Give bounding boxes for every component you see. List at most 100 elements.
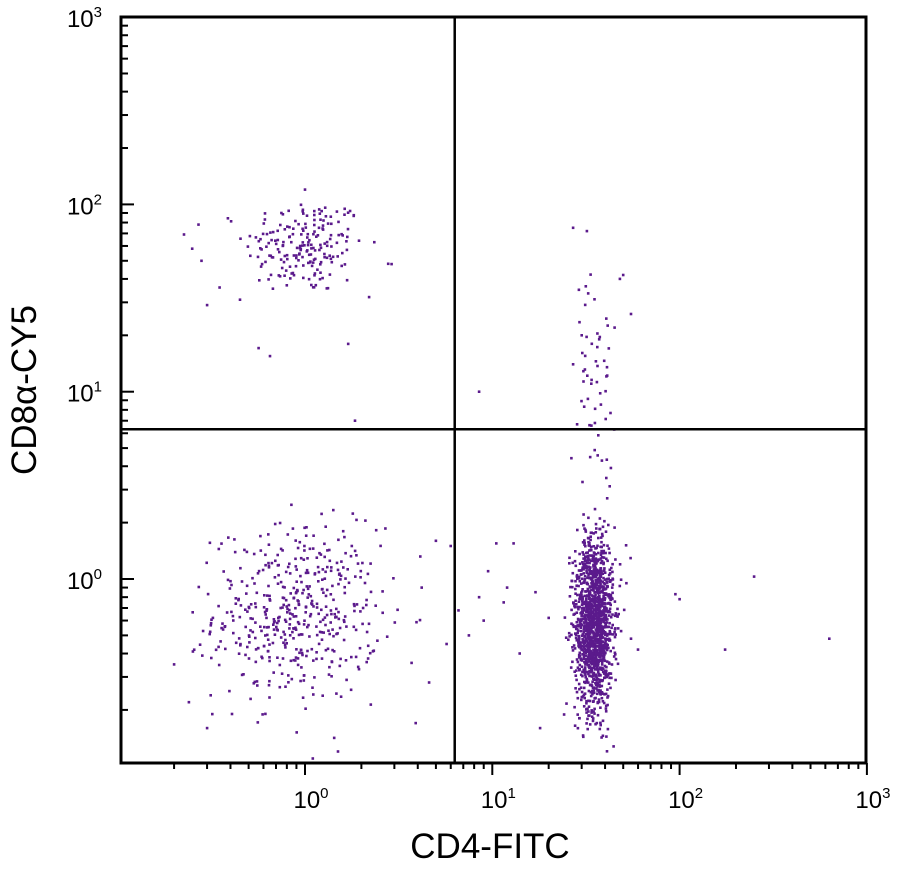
data-point (343, 591, 347, 595)
data-point (234, 641, 238, 645)
data-point (585, 661, 588, 665)
data-point (585, 648, 589, 652)
data-point (608, 610, 612, 614)
data-point (571, 363, 575, 366)
data-point (276, 238, 280, 242)
data-point (585, 640, 589, 643)
data-point (301, 241, 305, 244)
data-point (308, 238, 311, 242)
data-point (605, 625, 608, 629)
data-point (587, 660, 591, 663)
data-point (583, 566, 587, 570)
data-point (249, 629, 252, 632)
data-point (588, 714, 591, 717)
data-point (294, 557, 297, 561)
data-point (603, 616, 607, 620)
data-point (285, 605, 288, 608)
data-point (457, 609, 460, 612)
data-point (593, 603, 597, 607)
data-point (587, 617, 591, 621)
data-point (598, 637, 602, 641)
data-point (310, 599, 314, 603)
data-point (234, 602, 238, 605)
data-point (588, 645, 592, 649)
data-point (365, 660, 368, 664)
data-point (579, 623, 582, 627)
data-point (597, 629, 601, 632)
data-point (625, 581, 628, 585)
data-point (357, 667, 361, 671)
data-point (587, 705, 591, 708)
data-point (335, 241, 339, 245)
data-point (286, 257, 289, 261)
x-tick-label: 100 (293, 785, 328, 814)
data-point (581, 480, 584, 484)
data-point (252, 552, 256, 556)
data-point (601, 654, 605, 657)
data-point (587, 634, 590, 638)
data-point (249, 254, 252, 258)
data-point (587, 602, 591, 605)
data-point (600, 540, 603, 544)
data-point (220, 626, 223, 630)
data-point (316, 565, 320, 569)
data-point (602, 667, 605, 671)
data-point (297, 222, 300, 226)
data-point (325, 588, 329, 592)
data-point (277, 573, 280, 577)
data-point (574, 564, 578, 568)
data-point (297, 259, 300, 262)
data-point (381, 611, 384, 615)
data-point (312, 605, 315, 608)
data-point (381, 590, 384, 593)
data-point (577, 639, 581, 642)
data-point (583, 354, 587, 358)
data-point (317, 570, 321, 574)
data-point (582, 668, 585, 671)
data-point (574, 587, 577, 591)
data-point (586, 632, 589, 636)
data-point (577, 634, 581, 638)
data-point (590, 382, 593, 385)
data-point (302, 674, 306, 677)
data-point (210, 656, 213, 660)
data-point (366, 657, 370, 660)
data-point (577, 618, 580, 622)
data-point (319, 218, 322, 221)
data-point (609, 579, 613, 582)
data-point (578, 595, 582, 599)
data-point (330, 675, 333, 678)
data-point (578, 651, 582, 655)
data-point (610, 626, 613, 630)
data-point (604, 710, 608, 713)
data-point (312, 232, 315, 236)
data-point (599, 582, 602, 586)
data-point (598, 608, 601, 612)
data-point (584, 613, 587, 617)
data-point (289, 277, 292, 280)
data-point (599, 561, 603, 565)
data-point (562, 713, 566, 716)
data-point (449, 544, 452, 548)
data-point (268, 643, 271, 646)
data-point (584, 675, 587, 679)
data-point (268, 656, 271, 659)
data-point (279, 547, 283, 551)
data-point (345, 248, 349, 252)
data-point (309, 612, 313, 616)
data-point (321, 224, 325, 227)
data-point (589, 571, 592, 575)
data-point (606, 594, 610, 597)
data-point (576, 528, 579, 532)
data-point (602, 595, 605, 598)
data-point (578, 605, 581, 609)
data-point (257, 569, 261, 573)
data-point (613, 614, 617, 618)
data-point (594, 613, 598, 616)
data-point (593, 612, 596, 616)
data-point (582, 557, 585, 560)
data-point (272, 628, 276, 631)
data-point (608, 579, 611, 583)
data-points (172, 188, 831, 760)
data-point (589, 691, 593, 694)
